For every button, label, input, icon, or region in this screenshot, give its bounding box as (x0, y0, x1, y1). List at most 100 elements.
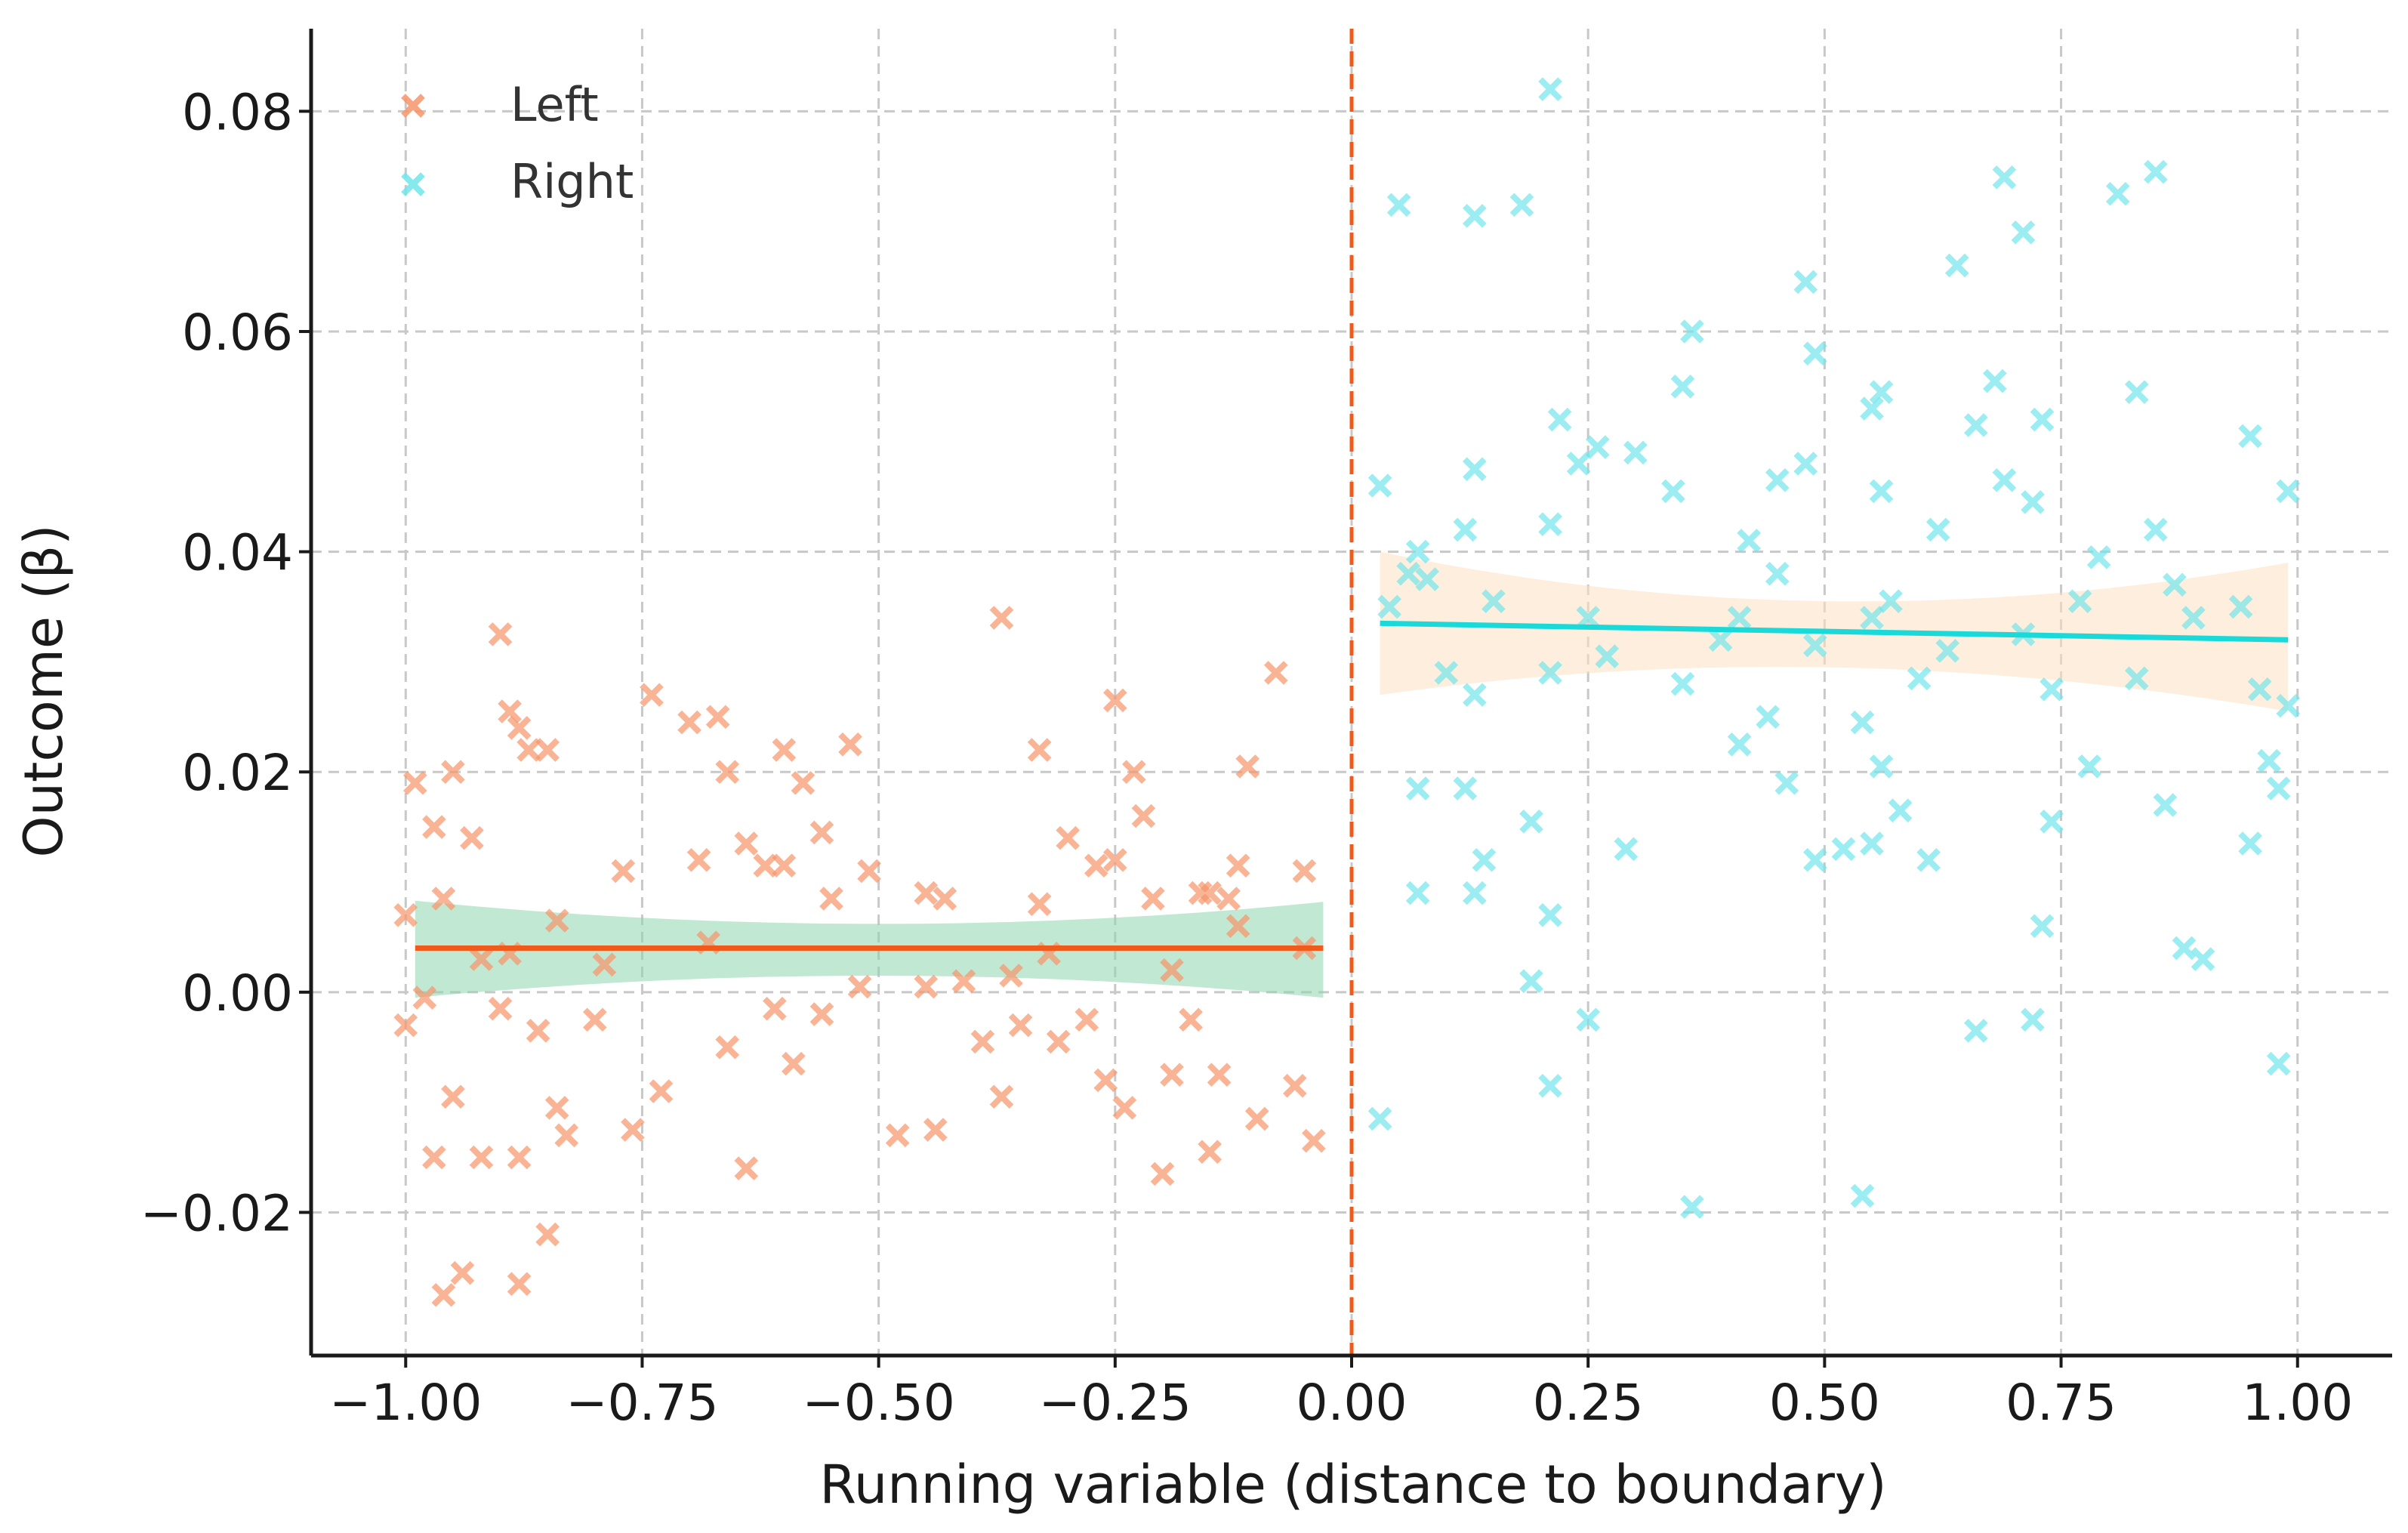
data-point-left (649, 1079, 674, 1103)
data-point-right (1614, 837, 1639, 862)
data-point-right (1472, 848, 1497, 872)
data-point-left (1302, 1128, 1326, 1153)
data-point-right (1992, 165, 2017, 190)
data-point-right (1453, 517, 1478, 542)
data-point-right (1869, 380, 1894, 404)
data-point-right (2153, 793, 2178, 817)
data-point-left (1179, 1007, 1203, 1032)
data-point-left (809, 820, 834, 845)
data-point-left (1150, 1161, 1175, 1186)
data-point-right (1765, 561, 1790, 586)
data-point-left (469, 947, 494, 971)
legend-marker-right (401, 172, 425, 196)
data-point-right (1623, 440, 1648, 465)
data-point-right (2030, 407, 2055, 432)
data-point-left (763, 996, 787, 1021)
data-point-left (847, 974, 872, 999)
data-point-left (1112, 1096, 1137, 1120)
data-point-right (1803, 848, 1827, 872)
data-point-right (2266, 776, 2291, 800)
data-point-right (1793, 452, 1818, 476)
x-axis-title: Running variable (distance to boundary) (819, 1454, 1886, 1516)
data-point-left (1292, 859, 1317, 884)
data-point-right (2276, 479, 2301, 504)
fit-line-right (1380, 620, 2289, 643)
data-point-left (1122, 760, 1146, 785)
data-point-right (2021, 1007, 2045, 1032)
data-point-left (734, 1156, 759, 1180)
y-axis-title: Outcome (β) (13, 524, 75, 857)
data-point-left (1093, 1068, 1118, 1093)
data-point-right (2163, 572, 2187, 597)
legend-marker-left (401, 94, 425, 118)
data-point-right (2124, 380, 2149, 404)
y-tick-label: 0.02 (182, 744, 293, 802)
fit-lines (415, 620, 2289, 952)
data-point-right (1888, 798, 1913, 823)
data-point-left (422, 815, 446, 839)
data-point-left (923, 1118, 948, 1142)
data-point-left (772, 853, 797, 878)
data-point-right (1519, 969, 1543, 994)
data-point-left (592, 952, 617, 977)
data-point-left (914, 974, 939, 999)
data-point-left (498, 699, 522, 723)
data-point-left (507, 716, 532, 740)
data-point-right (1869, 754, 1894, 779)
data-point-right (1907, 666, 1932, 691)
data-point-left (1244, 1106, 1269, 1131)
x-tick-label: 1.00 (2242, 1374, 2353, 1432)
data-point-right (1396, 561, 1420, 586)
data-point-right (2257, 748, 2281, 773)
data-point-right (1860, 396, 1884, 421)
data-point-right (1803, 633, 1827, 658)
data-point-left (1027, 892, 1052, 917)
scatter-points (393, 77, 2301, 1307)
legend-marker-glyph-right (401, 172, 425, 196)
data-point-right (2266, 1051, 2291, 1076)
x-ticks: −1.00 −0.75 −0.50 −0.25 0.00 0.25 0.50 0.75 1.00 (329, 1356, 2353, 1432)
data-point-left (393, 902, 418, 927)
data-point-left (1216, 887, 1241, 911)
data-point-right (1925, 517, 1950, 542)
data-point-left (772, 738, 797, 762)
data-point-left (1102, 848, 1127, 872)
data-point-left (1027, 738, 1052, 762)
data-point-right (1538, 661, 1562, 685)
data-point-right (1386, 193, 1411, 217)
data-point-right (2191, 947, 2215, 971)
data-point-left (441, 760, 465, 785)
data-point-right (2011, 220, 2036, 245)
data-point-left (1075, 1007, 1099, 1032)
data-point-right (1774, 770, 1799, 795)
data-point-right (1860, 831, 1884, 856)
data-point-left (412, 985, 437, 1010)
data-point-left (1008, 1013, 1033, 1038)
data-point-left (989, 1084, 1014, 1109)
data-point-left (460, 825, 484, 850)
data-point-right (2276, 693, 2301, 718)
data-point-left (734, 831, 759, 856)
data-point-right (1576, 1007, 1601, 1032)
data-point-left (715, 1035, 740, 1060)
data-point-left (535, 738, 560, 762)
data-point-left (507, 1145, 532, 1170)
data-point-right (1453, 776, 1478, 800)
data-point-right (1850, 710, 1875, 735)
data-point-right (1377, 594, 1401, 619)
x-tick-label: 0.75 (2006, 1374, 2117, 1432)
data-point-right (1944, 253, 1969, 278)
data-point-left (1084, 853, 1108, 878)
data-point-left (933, 887, 957, 911)
data-point-left (554, 1123, 579, 1148)
x-tick-label: −0.50 (803, 1374, 955, 1432)
y-tick-label: 0.08 (182, 83, 293, 141)
data-point-right (1538, 1073, 1562, 1098)
data-point-left (1046, 1029, 1071, 1054)
legend-marker-glyph-left (401, 94, 425, 118)
data-point-left (507, 1272, 532, 1297)
data-point-right (1916, 848, 1941, 872)
data-point-right (1661, 479, 1685, 504)
x-tick-label: 0.50 (1769, 1374, 1880, 1432)
